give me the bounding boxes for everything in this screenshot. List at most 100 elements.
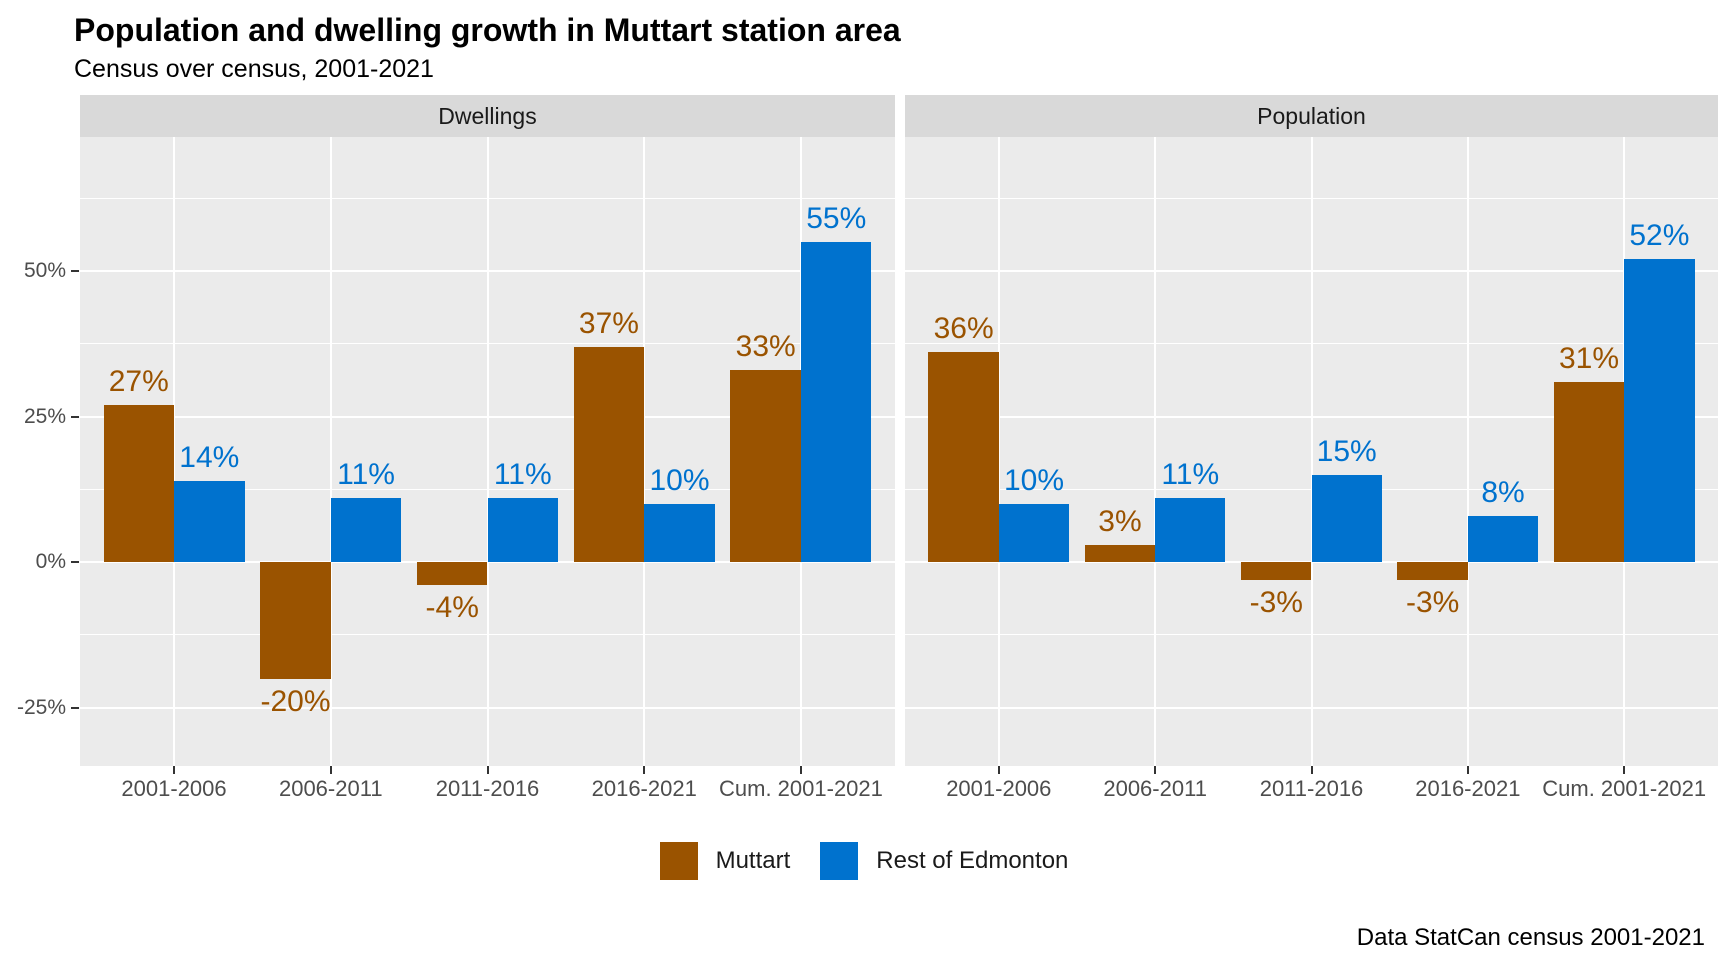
bar-rest-of-edmonton [1155,498,1226,563]
bar-value-label: 27% [108,364,169,398]
x-axis-tick-label: Cum. 2001-2021 [1542,776,1707,801]
bar-value-label: 15% [1316,434,1377,468]
bar-muttart [1084,544,1156,563]
facet-panel-population: 36% 3% -3% -3% 31% 10% 11% 15% 8% 52% [905,137,1718,766]
legend-label-muttart: Muttart [715,847,791,874]
x-axis-tick-label: 2016-2021 [1415,776,1521,801]
bar-rest-of-edmonton [174,480,245,563]
bar-value-label: 37% [578,306,639,340]
y-axis-tick [71,415,79,418]
vertical-gridline [486,137,489,766]
y-axis-tick [71,269,79,272]
major-gridline [80,561,895,564]
legend-swatch-rest-of-edmonton [820,842,859,880]
bar-value-label: 8% [1481,475,1525,509]
bar-value-label: -20% [260,684,331,718]
legend-label-rest-of-edmonton: Rest of Edmonton [876,847,1069,874]
chart-caption: Data StatCan census 2001-2021 [1356,924,1705,951]
bar-value-label: 52% [1629,219,1690,253]
bar-value-label: 11% [1161,458,1220,492]
bar-value-label: 36% [933,312,994,346]
minor-gridline [905,343,1718,345]
bar-rest-of-edmonton [487,498,559,563]
minor-gridline [80,197,895,199]
facet-strip-population: Population [905,95,1718,137]
bar-value-label: 11% [493,458,552,492]
legend-swatch-muttart [659,842,698,880]
x-axis-tick [1466,766,1469,774]
bar-muttart [1397,562,1468,580]
x-axis-tick-label: 2011-2016 [435,776,540,801]
bar-value-label: 11% [337,458,395,492]
vertical-gridline [1310,137,1313,766]
chart-title: Population and dwelling growth in Muttar… [74,12,901,48]
x-axis-tick [643,766,646,774]
minor-gridline [80,343,895,345]
bar-value-label: 33% [735,329,796,363]
bar-muttart [730,369,801,563]
bar-value-label: 10% [649,463,710,497]
y-axis-tick-label: 0% [35,550,66,574]
x-axis-tick-label: 2001-2006 [946,776,1052,801]
x-axis-tick-label: 2016-2021 [591,776,697,801]
bar-value-label: 10% [1003,463,1065,497]
bar-muttart [573,346,645,563]
bar-muttart [416,562,488,586]
x-axis-tick [486,766,489,774]
y-axis-tick [71,706,79,709]
bar-rest-of-edmonton [1467,515,1539,563]
vertical-gridline [997,137,1000,766]
x-axis-tick [997,766,1000,774]
y-axis-tick [71,561,79,564]
major-gridline [905,706,1718,709]
x-axis-tick-label: 2006-2011 [278,776,383,801]
bar-muttart [928,352,999,563]
x-axis-tick-label: 2011-2016 [1259,776,1364,801]
x-axis-tick [1623,766,1626,774]
vertical-gridline [643,137,646,766]
facet-strip-label: Dwellings [438,102,537,129]
bar-rest-of-edmonton [998,503,1070,563]
bar-muttart [1553,381,1625,563]
legend: Muttart Rest of Edmonton [0,842,1728,880]
vertical-gridline [173,137,176,766]
bar-value-label: 3% [1098,504,1142,538]
x-axis-tick [1310,766,1313,774]
minor-gridline [905,634,1718,636]
x-axis-tick [1154,766,1157,774]
y-axis-tick-label: -25% [16,695,66,719]
vertical-gridline [1466,137,1469,766]
major-gridline [905,561,1718,564]
y-axis-tick-label: 25% [23,404,66,428]
bar-muttart [103,404,175,563]
minor-gridline [80,488,895,490]
chart-subtitle: Census over census, 2001-2021 [74,55,434,83]
bar-value-label: -4% [425,591,479,625]
y-axis-tick-label: 50% [23,258,66,282]
bar-value-label: 31% [1558,341,1620,375]
bar-rest-of-edmonton [330,498,402,563]
major-gridline [80,269,895,272]
facet-panel-dwellings: 27% -20% -4% 37% 33% 14% 11% 11% 10% 55% [80,137,895,766]
bar-rest-of-edmonton [644,503,715,563]
legend-item-muttart: Muttart [659,842,791,880]
bar-value-label: 14% [179,440,240,474]
x-axis-tick-label: 2006-2011 [1103,776,1207,801]
x-axis-tick-label: 2001-2006 [121,776,227,801]
bar-value-label: -3% [1405,585,1460,619]
x-axis-tick-label: Cum. 2001-2021 [719,776,883,801]
bar-muttart [260,562,331,679]
vertical-gridline [1154,137,1157,766]
major-gridline [80,415,895,418]
x-axis-tick [329,766,332,774]
major-gridline [905,269,1718,272]
bar-value-label: 55% [806,201,867,235]
vertical-gridline [329,137,332,766]
bar-rest-of-edmonton [1311,474,1382,563]
minor-gridline [905,197,1718,199]
x-axis-tick [799,766,802,774]
facet-strip-dwellings: Dwellings [80,95,895,137]
bar-value-label: -3% [1249,585,1303,619]
minor-gridline [80,634,895,636]
